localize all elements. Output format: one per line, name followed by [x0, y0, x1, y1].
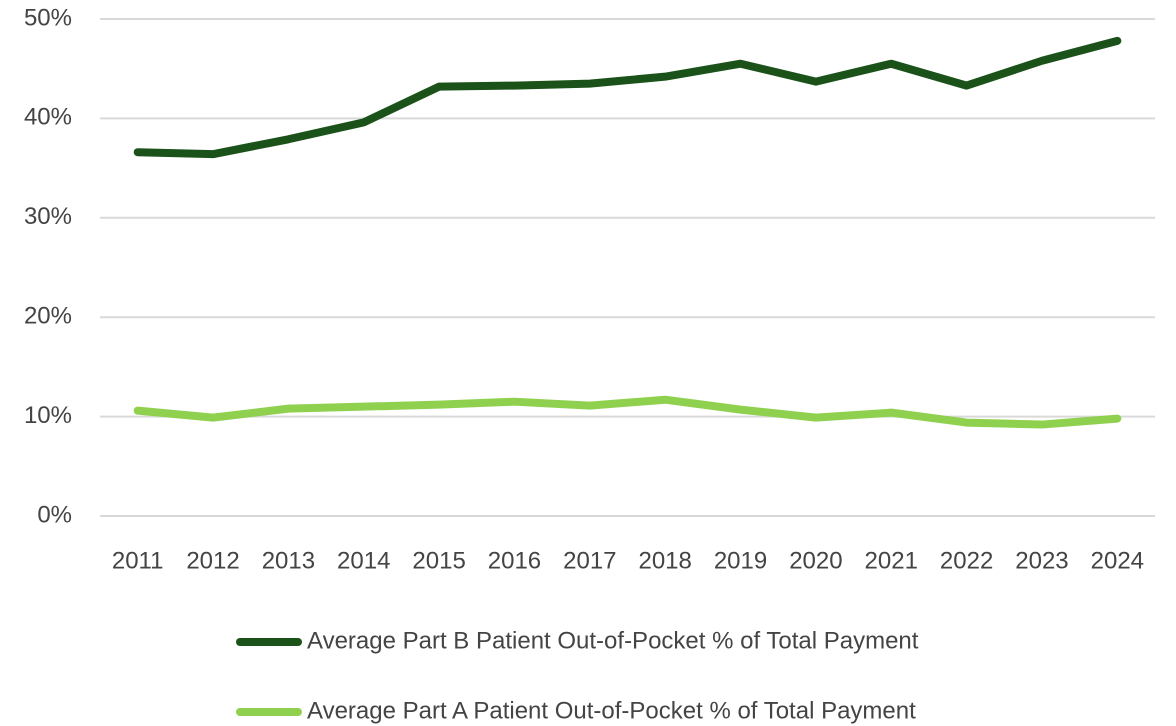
y-tick-label: 40% [24, 104, 72, 131]
x-tick-label: 2015 [412, 547, 465, 574]
series-line [133, 395, 1122, 429]
x-tick-label: 2023 [1015, 547, 1068, 574]
y-tick-label: 0% [37, 501, 72, 528]
x-tick-label: 2011 [112, 547, 164, 574]
x-tick-label: 2017 [563, 547, 616, 574]
x-tick-label: 2016 [488, 547, 541, 574]
x-tick-label: 2012 [186, 547, 239, 574]
y-tick-label: 10% [24, 402, 72, 429]
legend-label: Average Part A Patient Out-of-Pocket % o… [307, 697, 916, 724]
y-tick-label: 50% [24, 4, 72, 31]
x-tick-label: 2021 [865, 547, 918, 574]
x-tick-label: 2014 [337, 547, 390, 574]
y-tick-label: 20% [24, 303, 72, 330]
series-line [133, 36, 1122, 159]
x-tick-label: 2013 [262, 547, 315, 574]
x-tick-label: 2024 [1091, 547, 1144, 574]
legend-label: Average Part B Patient Out-of-Pocket % o… [307, 627, 919, 654]
y-tick-label: 30% [24, 203, 72, 230]
x-tick-label: 2020 [789, 547, 842, 574]
x-tick-label: 2022 [940, 547, 993, 574]
x-tick-label: 2019 [714, 547, 767, 574]
x-tick-label: 2018 [638, 547, 691, 574]
